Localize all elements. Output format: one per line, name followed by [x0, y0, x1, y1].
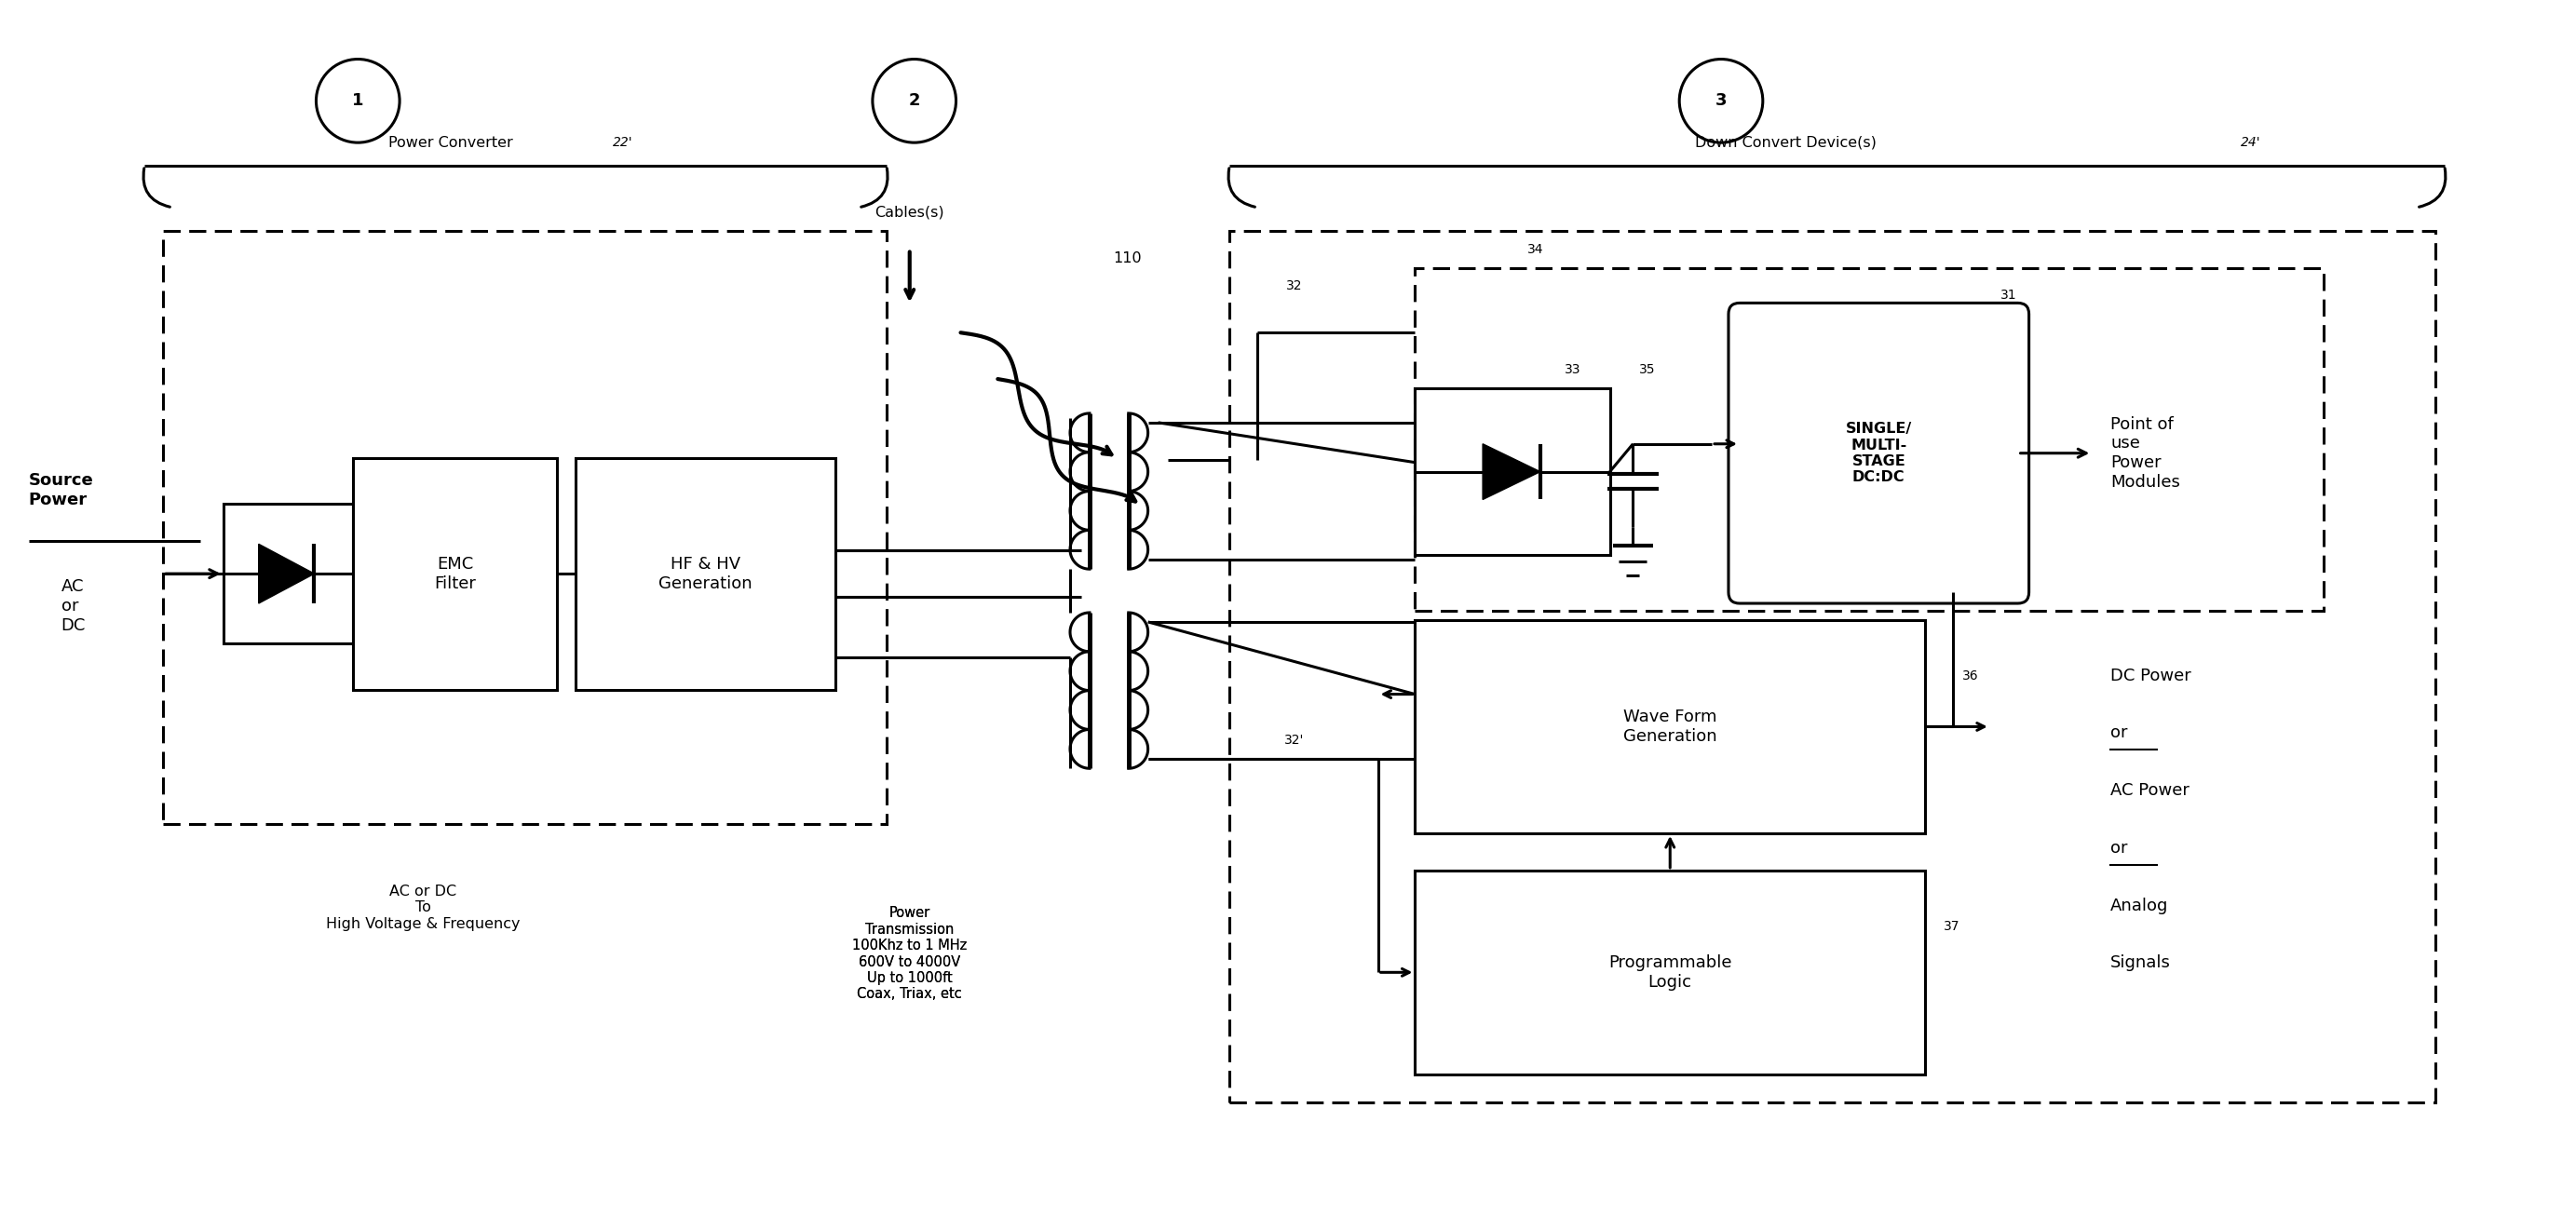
Text: EMC
Filter: EMC Filter — [435, 556, 477, 592]
Text: Power
Transmission
100Khz to 1 MHz
600V to 4000V
Up to 1000ft
Coax, Triax, etc: Power Transmission 100Khz to 1 MHz 600V … — [853, 906, 966, 1001]
Text: Power
Transmission
100Khz to 1 MHz
600V to 4000V
Up to 1000ft
Coax, Triax, etc: Power Transmission 100Khz to 1 MHz 600V … — [853, 906, 966, 1001]
Text: 31: 31 — [2002, 289, 2017, 302]
Text: 22': 22' — [613, 136, 634, 150]
Bar — [224, 505, 353, 643]
Text: Programmable
Logic: Programmable Logic — [1607, 955, 1731, 990]
Text: or: or — [2110, 840, 2128, 856]
Text: 32': 32' — [1285, 734, 1303, 747]
Bar — [1229, 231, 2434, 1102]
Text: Analog: Analog — [2110, 897, 2169, 914]
Text: or: or — [2110, 725, 2128, 742]
Text: 37: 37 — [1945, 919, 1960, 933]
Text: 3: 3 — [1716, 92, 1726, 109]
Bar — [1414, 871, 1924, 1075]
Text: AC or DC
To
High Voltage & Frequency: AC or DC To High Voltage & Frequency — [325, 884, 520, 930]
Text: Signals: Signals — [2110, 955, 2172, 972]
Bar — [353, 457, 556, 689]
Text: AC
or
DC: AC or DC — [62, 579, 85, 634]
Polygon shape — [1484, 444, 1540, 500]
Bar — [162, 231, 886, 824]
Bar — [1414, 620, 1924, 833]
Text: AC Power: AC Power — [2110, 782, 2190, 799]
Text: 36: 36 — [1963, 669, 1978, 682]
Text: HF & HV
Generation: HF & HV Generation — [659, 556, 752, 592]
Bar — [577, 457, 835, 689]
Text: Down Convert Device(s): Down Convert Device(s) — [1695, 136, 1878, 150]
Polygon shape — [258, 544, 314, 603]
Text: Cables(s): Cables(s) — [876, 206, 945, 219]
Text: 33: 33 — [1564, 364, 1582, 376]
Text: Source
Power: Source Power — [28, 472, 93, 508]
Text: SINGLE/
MULTI-
STAGE
DC:DC: SINGLE/ MULTI- STAGE DC:DC — [1844, 422, 1911, 484]
Text: 2: 2 — [909, 92, 920, 109]
Text: 1: 1 — [353, 92, 363, 109]
Text: 32: 32 — [1285, 280, 1303, 293]
Text: Point of
use
Power
Modules: Point of use Power Modules — [2110, 416, 2179, 490]
Text: 110: 110 — [1113, 252, 1141, 265]
Text: 35: 35 — [1638, 364, 1654, 376]
Text: Power Converter: Power Converter — [389, 136, 513, 150]
Bar — [1414, 388, 1610, 556]
FancyBboxPatch shape — [1728, 303, 2030, 603]
Text: Wave Form
Generation: Wave Form Generation — [1623, 709, 1718, 744]
Text: DC Power: DC Power — [2110, 668, 2192, 685]
Text: 24': 24' — [2241, 136, 2262, 150]
Text: 34: 34 — [1528, 243, 1543, 255]
Bar — [1414, 268, 2324, 610]
